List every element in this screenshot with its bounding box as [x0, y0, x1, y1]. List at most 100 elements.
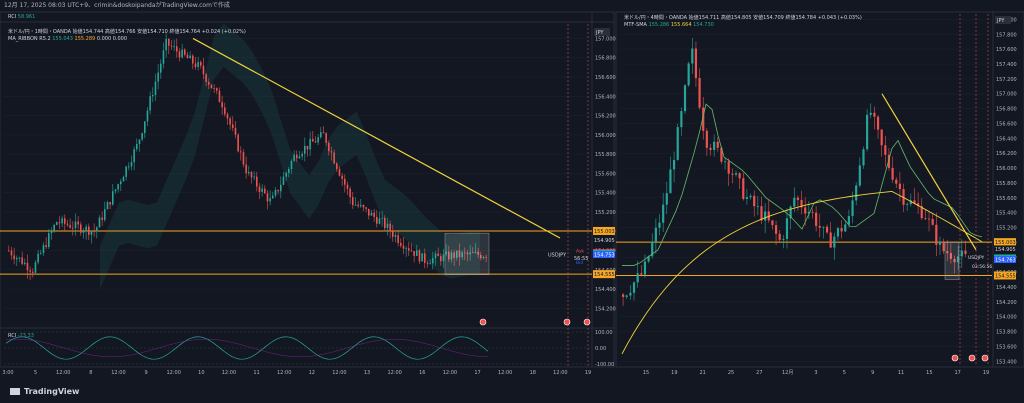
- right-candle: [924, 218, 927, 219]
- left-candle: [349, 188, 351, 198]
- left-rci-top-legend: RCI 58.961: [8, 14, 36, 20]
- right-candle: [753, 195, 756, 207]
- left-x-tick-label: 12:00: [332, 370, 346, 376]
- right-candle: [902, 189, 905, 205]
- left-candle: [424, 253, 426, 263]
- left-candle: [306, 145, 309, 150]
- left-candle: [461, 252, 463, 258]
- right-price-tag-bg: [994, 255, 1016, 263]
- left-candle: [480, 254, 482, 259]
- left-candle: [88, 226, 90, 235]
- left-x-tick-label: 12:00: [167, 370, 181, 376]
- right-x-tick-label: 25: [728, 370, 734, 376]
- left-candle: [330, 151, 333, 153]
- left-candle: [370, 212, 373, 216]
- left-sell-label: Ask: [576, 248, 584, 254]
- left-candle: [210, 84, 213, 89]
- left-candle: [82, 231, 85, 233]
- left-candle: [352, 197, 354, 206]
- left-y-tick-label: 155.400: [595, 191, 616, 197]
- left-candle: [205, 74, 207, 83]
- right-candle: [906, 204, 909, 205]
- right-candle: [702, 107, 705, 131]
- left-level-tag: 155.003: [594, 229, 615, 235]
- left-candle: [146, 110, 149, 122]
- left-candle: [138, 139, 141, 145]
- left-candle: [170, 45, 173, 47]
- left-y-tick-label: 156.000: [595, 133, 616, 139]
- left-candle: [197, 61, 199, 68]
- left-candle: [365, 207, 367, 209]
- left-candle: [338, 169, 341, 176]
- left-candle: [301, 153, 303, 157]
- left-candle: [93, 231, 95, 232]
- left-candle: [373, 212, 375, 217]
- right-candle: [855, 185, 858, 201]
- right-candle: [625, 295, 628, 297]
- left-candle: [69, 224, 71, 228]
- left-y-tick-label: 156.400: [595, 94, 616, 100]
- right-panel-frame: [615, 11, 1024, 368]
- left-candle: [136, 144, 138, 150]
- right-x-tick-label: 19: [983, 370, 989, 376]
- left-candle: [413, 251, 415, 256]
- right-candle: [825, 226, 829, 233]
- right-candle: [672, 159, 676, 170]
- left-y-tick-label: 156.600: [595, 75, 616, 81]
- left-panel-frame: [0, 11, 615, 368]
- left-candle: [154, 81, 157, 96]
- right-candle: [738, 173, 741, 179]
- right-candle: [917, 203, 920, 207]
- left-candle: [296, 154, 298, 159]
- left-rci-line-slow: [5, 338, 489, 358]
- right-candle: [774, 225, 778, 234]
- left-candle: [181, 49, 183, 58]
- right-event-marker: [951, 354, 959, 362]
- right-candle: [632, 282, 636, 293]
- left-candle: [13, 255, 15, 260]
- left-candle: [389, 223, 391, 232]
- left-buy-label: Bid: [576, 260, 583, 266]
- right-candle: [836, 228, 840, 237]
- left-candle: [466, 252, 469, 255]
- right-candle: [756, 206, 759, 207]
- left-x-tick-label: 5: [34, 370, 37, 376]
- left-candle: [346, 184, 349, 189]
- left-candle: [226, 114, 229, 119]
- left-candle: [109, 202, 111, 205]
- right-candle: [804, 207, 807, 214]
- right-x-tick-label: 19: [671, 370, 677, 376]
- left-candle: [314, 141, 317, 143]
- left-candle: [186, 54, 189, 59]
- right-candle: [866, 114, 869, 150]
- left-candle: [472, 252, 474, 254]
- right-candle: [800, 199, 803, 208]
- right-candle: [880, 129, 883, 146]
- left-range-box: [444, 232, 490, 275]
- left-candle: [165, 38, 167, 51]
- right-candle: [884, 145, 887, 155]
- left-candle: [410, 250, 413, 252]
- left-x-tick-label: 12:00: [222, 370, 236, 376]
- left-candle: [357, 204, 359, 207]
- left-candle: [237, 134, 239, 152]
- right-candle: [731, 173, 734, 175]
- right-countdown: 03:56:56: [972, 264, 992, 270]
- right-candle: [942, 241, 945, 252]
- left-candle: [61, 218, 63, 224]
- tradingview-icon: [10, 388, 20, 395]
- left-candle: [160, 63, 162, 73]
- left-candle: [152, 95, 154, 97]
- left-candle: [157, 72, 159, 82]
- left-price-tag: 154.753: [594, 253, 615, 259]
- right-candle: [683, 85, 687, 112]
- left-candle: [312, 138, 314, 142]
- right-candle: [742, 178, 745, 199]
- right-candle: [829, 232, 832, 248]
- right-sma-fast: [622, 103, 983, 266]
- left-candle: [178, 51, 181, 58]
- left-x-tick-label: 12:00: [111, 370, 125, 376]
- left-x-tick-label: 13: [364, 370, 370, 376]
- right-candle: [636, 273, 639, 283]
